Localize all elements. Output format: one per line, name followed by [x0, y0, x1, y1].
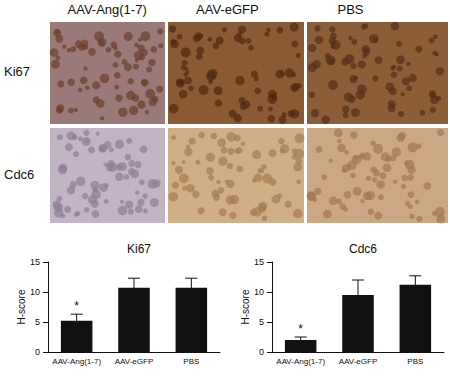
svg-text:*: *: [298, 322, 303, 336]
svg-text:PBS: PBS: [183, 357, 199, 366]
svg-text:AAV-eGFP: AAV-eGFP: [115, 357, 154, 366]
svg-text:5: 5: [35, 317, 40, 327]
svg-text:AAV-Ang(1-7): AAV-Ang(1-7): [68, 2, 147, 17]
svg-text:AAV-Ang(1-7): AAV-Ang(1-7): [276, 357, 325, 366]
svg-text:0: 0: [259, 347, 264, 357]
svg-text:PBS: PBS: [338, 2, 364, 17]
svg-text:10: 10: [254, 287, 264, 297]
svg-text:Ki67: Ki67: [4, 64, 30, 79]
svg-text:*: *: [74, 299, 79, 313]
svg-text:AAV-Ang(1-7): AAV-Ang(1-7): [52, 357, 101, 366]
svg-text:PBS: PBS: [407, 357, 423, 366]
svg-text:Cdc6: Cdc6: [4, 167, 34, 182]
svg-text:H-score: H-score: [16, 289, 27, 324]
svg-text:AAV-eGFP: AAV-eGFP: [196, 2, 259, 17]
svg-text:AAV-eGFP: AAV-eGFP: [339, 357, 378, 366]
svg-text:Cdc6: Cdc6: [349, 242, 377, 256]
svg-text:Ki67: Ki67: [127, 242, 151, 256]
svg-text:5: 5: [259, 317, 264, 327]
svg-text:0: 0: [35, 347, 40, 357]
svg-text:15: 15: [254, 257, 264, 267]
svg-text:H-score: H-score: [240, 289, 251, 324]
svg-text:15: 15: [30, 257, 40, 267]
svg-text:10: 10: [30, 287, 40, 297]
